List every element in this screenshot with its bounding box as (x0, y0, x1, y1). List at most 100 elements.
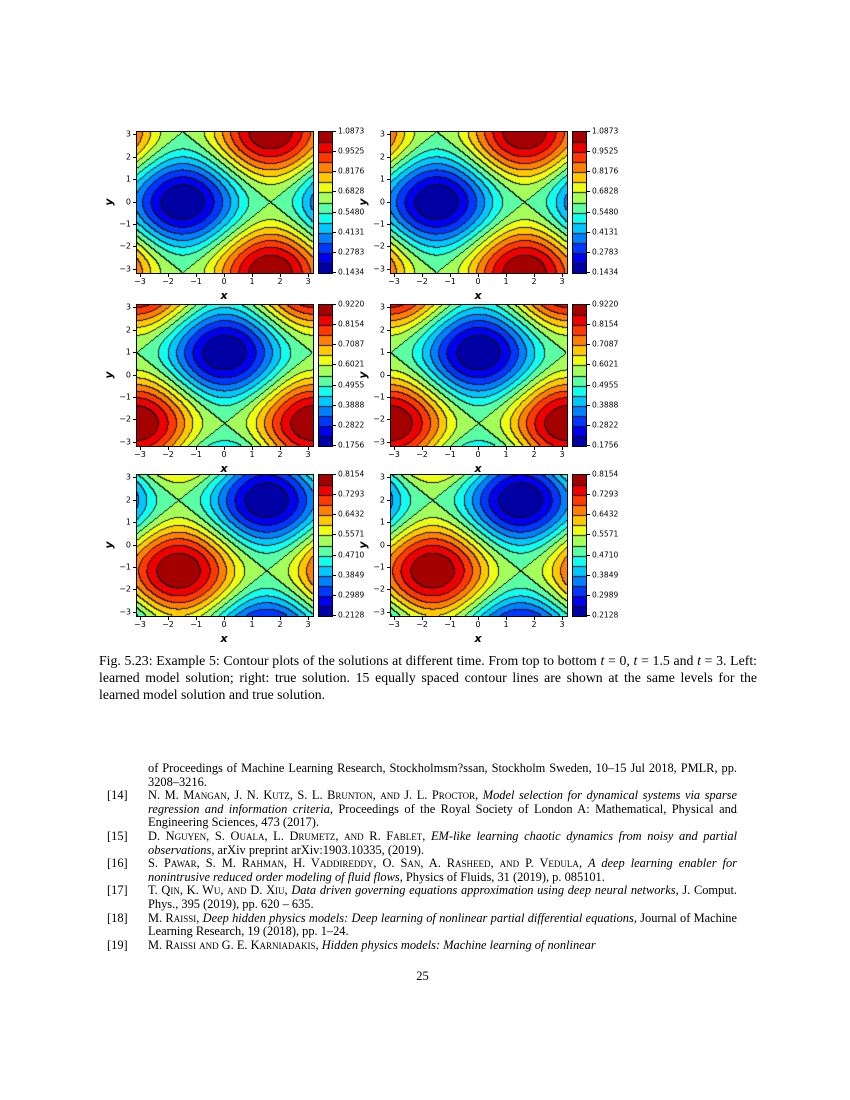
colorbar-tick-mark (333, 615, 336, 616)
y-tick-label: −3 (119, 437, 131, 447)
y-tick-mark (133, 589, 136, 591)
y-tick-mark (133, 611, 136, 613)
colorbar-tick-mark (587, 304, 590, 305)
x-tick-label: 1 (249, 277, 255, 286)
x-axis-label: x (220, 632, 228, 645)
x-tick-mark (449, 617, 451, 620)
references-list: of Proceedings of Machine Learning Resea… (107, 761, 737, 952)
y-tick-mark (387, 396, 390, 398)
text-segment: , (422, 828, 431, 843)
y-tick-label: 2 (125, 325, 131, 335)
colorbar-tick-label: 0.8154 (592, 469, 619, 479)
colorbar-tick-label: 0.5480 (338, 207, 365, 217)
colorbar-tick-mark (587, 494, 590, 496)
x-tick-mark (280, 447, 282, 450)
figure-5-23-contour-grid: −3 −2 −1 0 1 2 3 3 2 1 0 −1 −2 −3 x y 1.0873 0.9525 0.8176… (103, 127, 619, 646)
text-segment: M. Raissi and G. E. Karniadakis (148, 937, 316, 952)
y-tick-mark (387, 477, 390, 479)
y-tick-label: 1 (125, 347, 131, 357)
colorbar-tick-label: 0.2783 (592, 247, 619, 257)
x-tick-mark (195, 274, 197, 277)
colorbar-tick-label: 0.2989 (592, 590, 619, 600)
y-tick-mark (133, 223, 136, 225)
y-tick-mark (387, 179, 390, 181)
text-segment: Model selection for dynamical systems vi… (148, 788, 737, 816)
x-tick-mark (421, 274, 423, 277)
text-segment: D. Nguyen, S. Ouala, L. Drumetz, and R. … (148, 828, 423, 843)
colorbar-tick-label: 0.9220 (592, 299, 619, 309)
colorbar-tick-mark (587, 211, 590, 213)
colorbar-tick-mark (333, 131, 336, 132)
y-tick-mark (387, 441, 390, 443)
y-tick-label: −1 (119, 392, 131, 402)
colorbar-true-t0 (572, 131, 587, 274)
x-tick-label: −3 (134, 277, 146, 286)
colorbar-tick-label: 0.2989 (338, 590, 365, 600)
x-tick-label: 1 (503, 620, 509, 629)
colorbar-tick-mark (587, 251, 590, 253)
colorbar-tick-label: 0.6828 (592, 186, 619, 196)
x-tick-label: 0 (475, 620, 481, 629)
x-tick-label: −3 (388, 450, 400, 459)
y-tick-label: 0 (379, 540, 385, 549)
colorbar-tick-label: 0.3888 (338, 400, 365, 410)
contour-plot-true-t0 (390, 131, 568, 274)
reference-item: [17] T. Qin, K. Wu, and D. Xiu, Data driv… (107, 884, 737, 911)
y-tick-label: −2 (373, 584, 385, 594)
y-tick-label: 3 (379, 302, 385, 312)
x-tick-mark (308, 617, 310, 620)
text-segment: , Proceedings of the Royal Society of Lo… (148, 801, 737, 830)
y-tick-label: 2 (379, 325, 385, 335)
contour-plot-learned-t0 (136, 131, 314, 274)
y-tick-label: 3 (379, 472, 385, 482)
x-tick-mark (421, 617, 423, 620)
colorbar-tick-label: 0.2128 (338, 610, 365, 620)
colorbar-tick-label: 0.7087 (338, 339, 365, 349)
text-segment: , arXiv preprint arXiv:1903.10335, (2019… (211, 842, 424, 857)
x-tick-label: 1 (249, 450, 255, 459)
y-tick-mark (133, 246, 136, 248)
x-tick-mark (308, 274, 310, 277)
x-tick-mark (449, 447, 451, 450)
y-tick-mark (133, 156, 136, 158)
colorbar-tick-label: 0.3888 (592, 400, 619, 410)
y-tick-mark (133, 419, 136, 421)
x-tick-mark (224, 617, 225, 620)
y-axis-label: y (356, 370, 370, 379)
text-segment: = 0, (604, 653, 634, 668)
x-tick-label: 1 (503, 277, 509, 286)
y-tick-mark (387, 352, 390, 354)
x-tick-label: −1 (190, 450, 202, 459)
reference-number: [19] (107, 937, 128, 952)
x-tick-mark (534, 274, 536, 277)
text-segment: , J. Comput. Phys., 395 (2019), pp. 620 … (148, 883, 737, 911)
y-tick-mark (133, 566, 136, 568)
colorbar-tick-label: 0.8154 (338, 469, 365, 479)
reference-item: [14] N. M. Mangan, J. N. Kutz, S. L. Brun… (107, 788, 737, 830)
x-tick-mark (195, 617, 197, 620)
colorbar-tick-label: 0.4955 (338, 380, 365, 390)
y-tick-label: 1 (379, 517, 385, 527)
colorbar-tick-mark (587, 272, 590, 273)
x-tick-label: −3 (388, 620, 400, 629)
colorbar-tick-mark (333, 211, 336, 213)
x-tick-label: 3 (305, 620, 311, 629)
text-segment: of Proceedings of Machine Learning Resea… (148, 761, 737, 789)
colorbar-tick-mark (587, 445, 590, 446)
colorbar-tick-mark (333, 384, 336, 386)
x-tick-mark (393, 447, 395, 450)
colorbar-tick-mark (333, 344, 336, 346)
text-segment: Data driven governing equations approxim… (291, 883, 676, 898)
colorbar-tick-mark (587, 554, 590, 556)
y-tick-mark (133, 134, 136, 136)
colorbar-tick-label: 0.9220 (338, 299, 365, 309)
y-tick-label: −3 (373, 437, 385, 447)
x-tick-mark (534, 447, 536, 450)
colorbar-tick-mark (587, 231, 590, 233)
colorbar-tick-mark (587, 474, 590, 475)
x-tick-mark (139, 447, 141, 450)
y-tick-mark (387, 611, 390, 613)
colorbar-tick-mark (333, 574, 336, 576)
colorbar-true-t3 (572, 474, 587, 617)
